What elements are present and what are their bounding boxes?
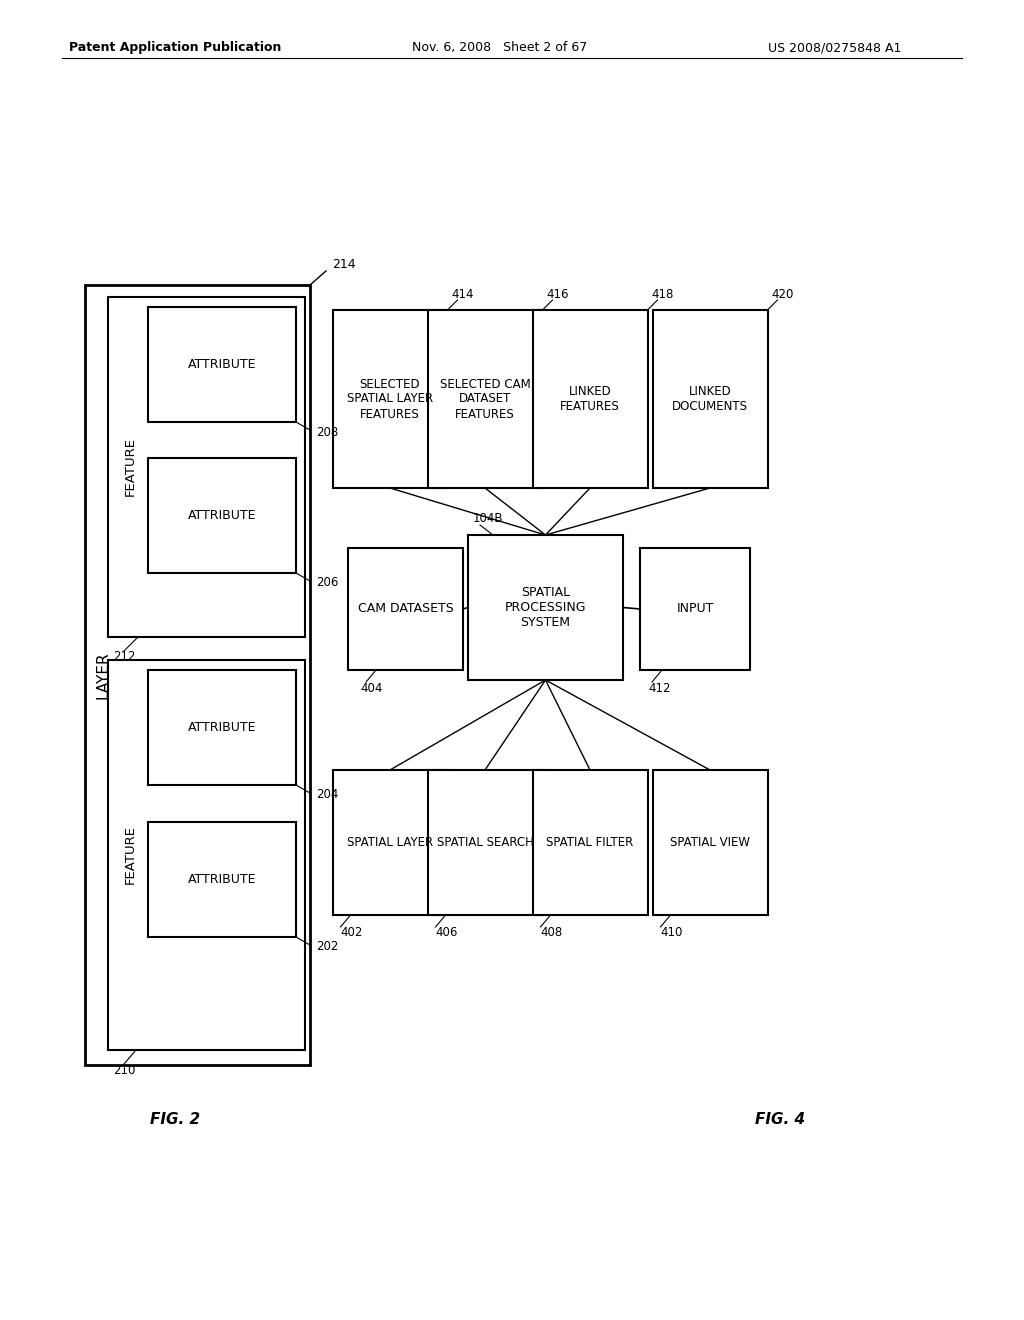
Bar (532, 770, 647, 915)
Bar (468, 535, 623, 680)
Text: 206: 206 (316, 577, 338, 590)
Bar (427, 310, 543, 488)
Text: FEATURE: FEATURE (124, 437, 136, 496)
Text: ATTRIBUTE: ATTRIBUTE (187, 873, 256, 886)
Text: SPATIAL LAYER: SPATIAL LAYER (347, 836, 433, 849)
Bar (652, 770, 768, 915)
Text: 410: 410 (660, 927, 683, 940)
Bar (427, 770, 543, 915)
Text: 408: 408 (541, 927, 563, 940)
Text: LINKED
DOCUMENTS: LINKED DOCUMENTS (672, 385, 748, 413)
Text: LAYER: LAYER (95, 651, 111, 698)
Text: 406: 406 (435, 927, 458, 940)
Text: 420: 420 (771, 288, 794, 301)
Text: 212: 212 (113, 651, 135, 664)
Bar (108, 297, 305, 638)
Text: SPATIAL
PROCESSING
SYSTEM: SPATIAL PROCESSING SYSTEM (505, 586, 587, 630)
Bar (148, 671, 296, 785)
Bar (640, 548, 750, 671)
Text: 202: 202 (316, 940, 338, 953)
Text: SELECTED
SPATIAL LAYER
FEATURES: SELECTED SPATIAL LAYER FEATURES (347, 378, 433, 421)
Text: LINKED
FEATURES: LINKED FEATURES (560, 385, 620, 413)
Text: Nov. 6, 2008   Sheet 2 of 67: Nov. 6, 2008 Sheet 2 of 67 (413, 41, 588, 54)
Text: 214: 214 (332, 259, 355, 272)
Bar (348, 548, 463, 671)
Bar (333, 770, 447, 915)
Bar (148, 308, 296, 422)
Text: SPATIAL FILTER: SPATIAL FILTER (547, 836, 634, 849)
Bar (148, 822, 296, 937)
Text: FIG. 4: FIG. 4 (755, 1113, 805, 1127)
Text: FEATURE: FEATURE (124, 825, 136, 884)
Text: CAM DATASETS: CAM DATASETS (357, 602, 454, 615)
Bar (333, 310, 447, 488)
Text: 204: 204 (316, 788, 338, 801)
Text: 414: 414 (452, 288, 474, 301)
Text: 416: 416 (547, 288, 569, 301)
Text: US 2008/0275848 A1: US 2008/0275848 A1 (768, 41, 902, 54)
Text: 418: 418 (651, 288, 674, 301)
Text: ATTRIBUTE: ATTRIBUTE (187, 721, 256, 734)
Bar (652, 310, 768, 488)
Text: SELECTED CAM
DATASET
FEATURES: SELECTED CAM DATASET FEATURES (439, 378, 530, 421)
Text: Patent Application Publication: Patent Application Publication (69, 41, 282, 54)
Bar (85, 285, 310, 1065)
Text: FIG. 2: FIG. 2 (150, 1113, 200, 1127)
Text: 104B: 104B (473, 512, 504, 525)
Text: 208: 208 (316, 425, 338, 438)
Text: SPATIAL VIEW: SPATIAL VIEW (670, 836, 750, 849)
Text: ATTRIBUTE: ATTRIBUTE (187, 510, 256, 521)
Bar (532, 310, 647, 488)
Text: SPATIAL SEARCH: SPATIAL SEARCH (436, 836, 534, 849)
Text: 412: 412 (648, 681, 671, 694)
Text: 210: 210 (113, 1064, 135, 1077)
Bar (108, 660, 305, 1049)
Text: 404: 404 (360, 681, 382, 694)
Text: ATTRIBUTE: ATTRIBUTE (187, 358, 256, 371)
Text: INPUT: INPUT (676, 602, 714, 615)
Text: 402: 402 (341, 927, 362, 940)
Bar (148, 458, 296, 573)
